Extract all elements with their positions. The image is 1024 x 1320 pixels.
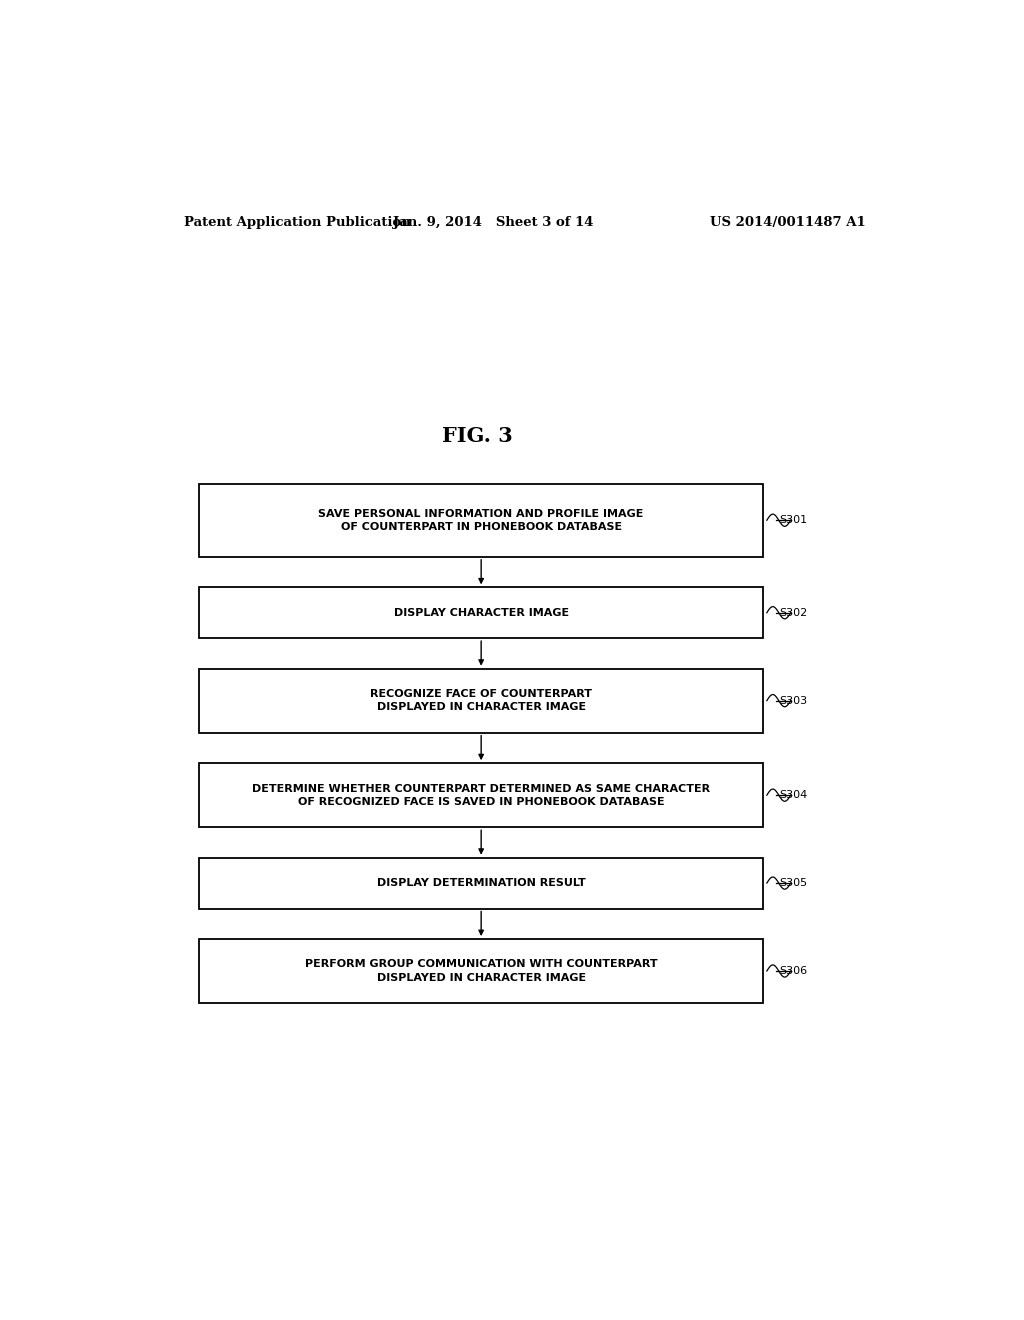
Text: S303: S303 [778, 696, 807, 706]
Bar [200, 669, 763, 733]
Text: S301: S301 [778, 515, 807, 525]
Text: Jan. 9, 2014   Sheet 3 of 14: Jan. 9, 2014 Sheet 3 of 14 [393, 216, 593, 228]
Text: US 2014/0011487 A1: US 2014/0011487 A1 [711, 216, 866, 228]
Text: S302: S302 [778, 607, 807, 618]
Text: S304: S304 [778, 791, 807, 800]
Text: RECOGNIZE FACE OF COUNTERPART
DISPLAYED IN CHARACTER IMAGE: RECOGNIZE FACE OF COUNTERPART DISPLAYED … [370, 689, 592, 713]
Text: S306: S306 [778, 966, 807, 975]
Bar [200, 587, 763, 638]
Text: DISPLAY CHARACTER IMAGE: DISPLAY CHARACTER IMAGE [393, 607, 568, 618]
Text: PERFORM GROUP COMMUNICATION WITH COUNTERPART
DISPLAYED IN CHARACTER IMAGE: PERFORM GROUP COMMUNICATION WITH COUNTER… [305, 960, 657, 982]
Bar [200, 939, 763, 1003]
Bar [200, 763, 763, 828]
Text: SAVE PERSONAL INFORMATION AND PROFILE IMAGE
OF COUNTERPART IN PHONEBOOK DATABASE: SAVE PERSONAL INFORMATION AND PROFILE IM… [318, 508, 644, 532]
Text: DETERMINE WHETHER COUNTERPART DETERMINED AS SAME CHARACTER
OF RECOGNIZED FACE IS: DETERMINE WHETHER COUNTERPART DETERMINED… [252, 784, 711, 807]
Bar [200, 483, 763, 557]
Text: Patent Application Publication: Patent Application Publication [183, 216, 411, 228]
Text: FIG. 3: FIG. 3 [441, 426, 513, 446]
Text: S305: S305 [778, 878, 807, 888]
Text: DISPLAY DETERMINATION RESULT: DISPLAY DETERMINATION RESULT [377, 878, 586, 888]
Bar [200, 858, 763, 908]
